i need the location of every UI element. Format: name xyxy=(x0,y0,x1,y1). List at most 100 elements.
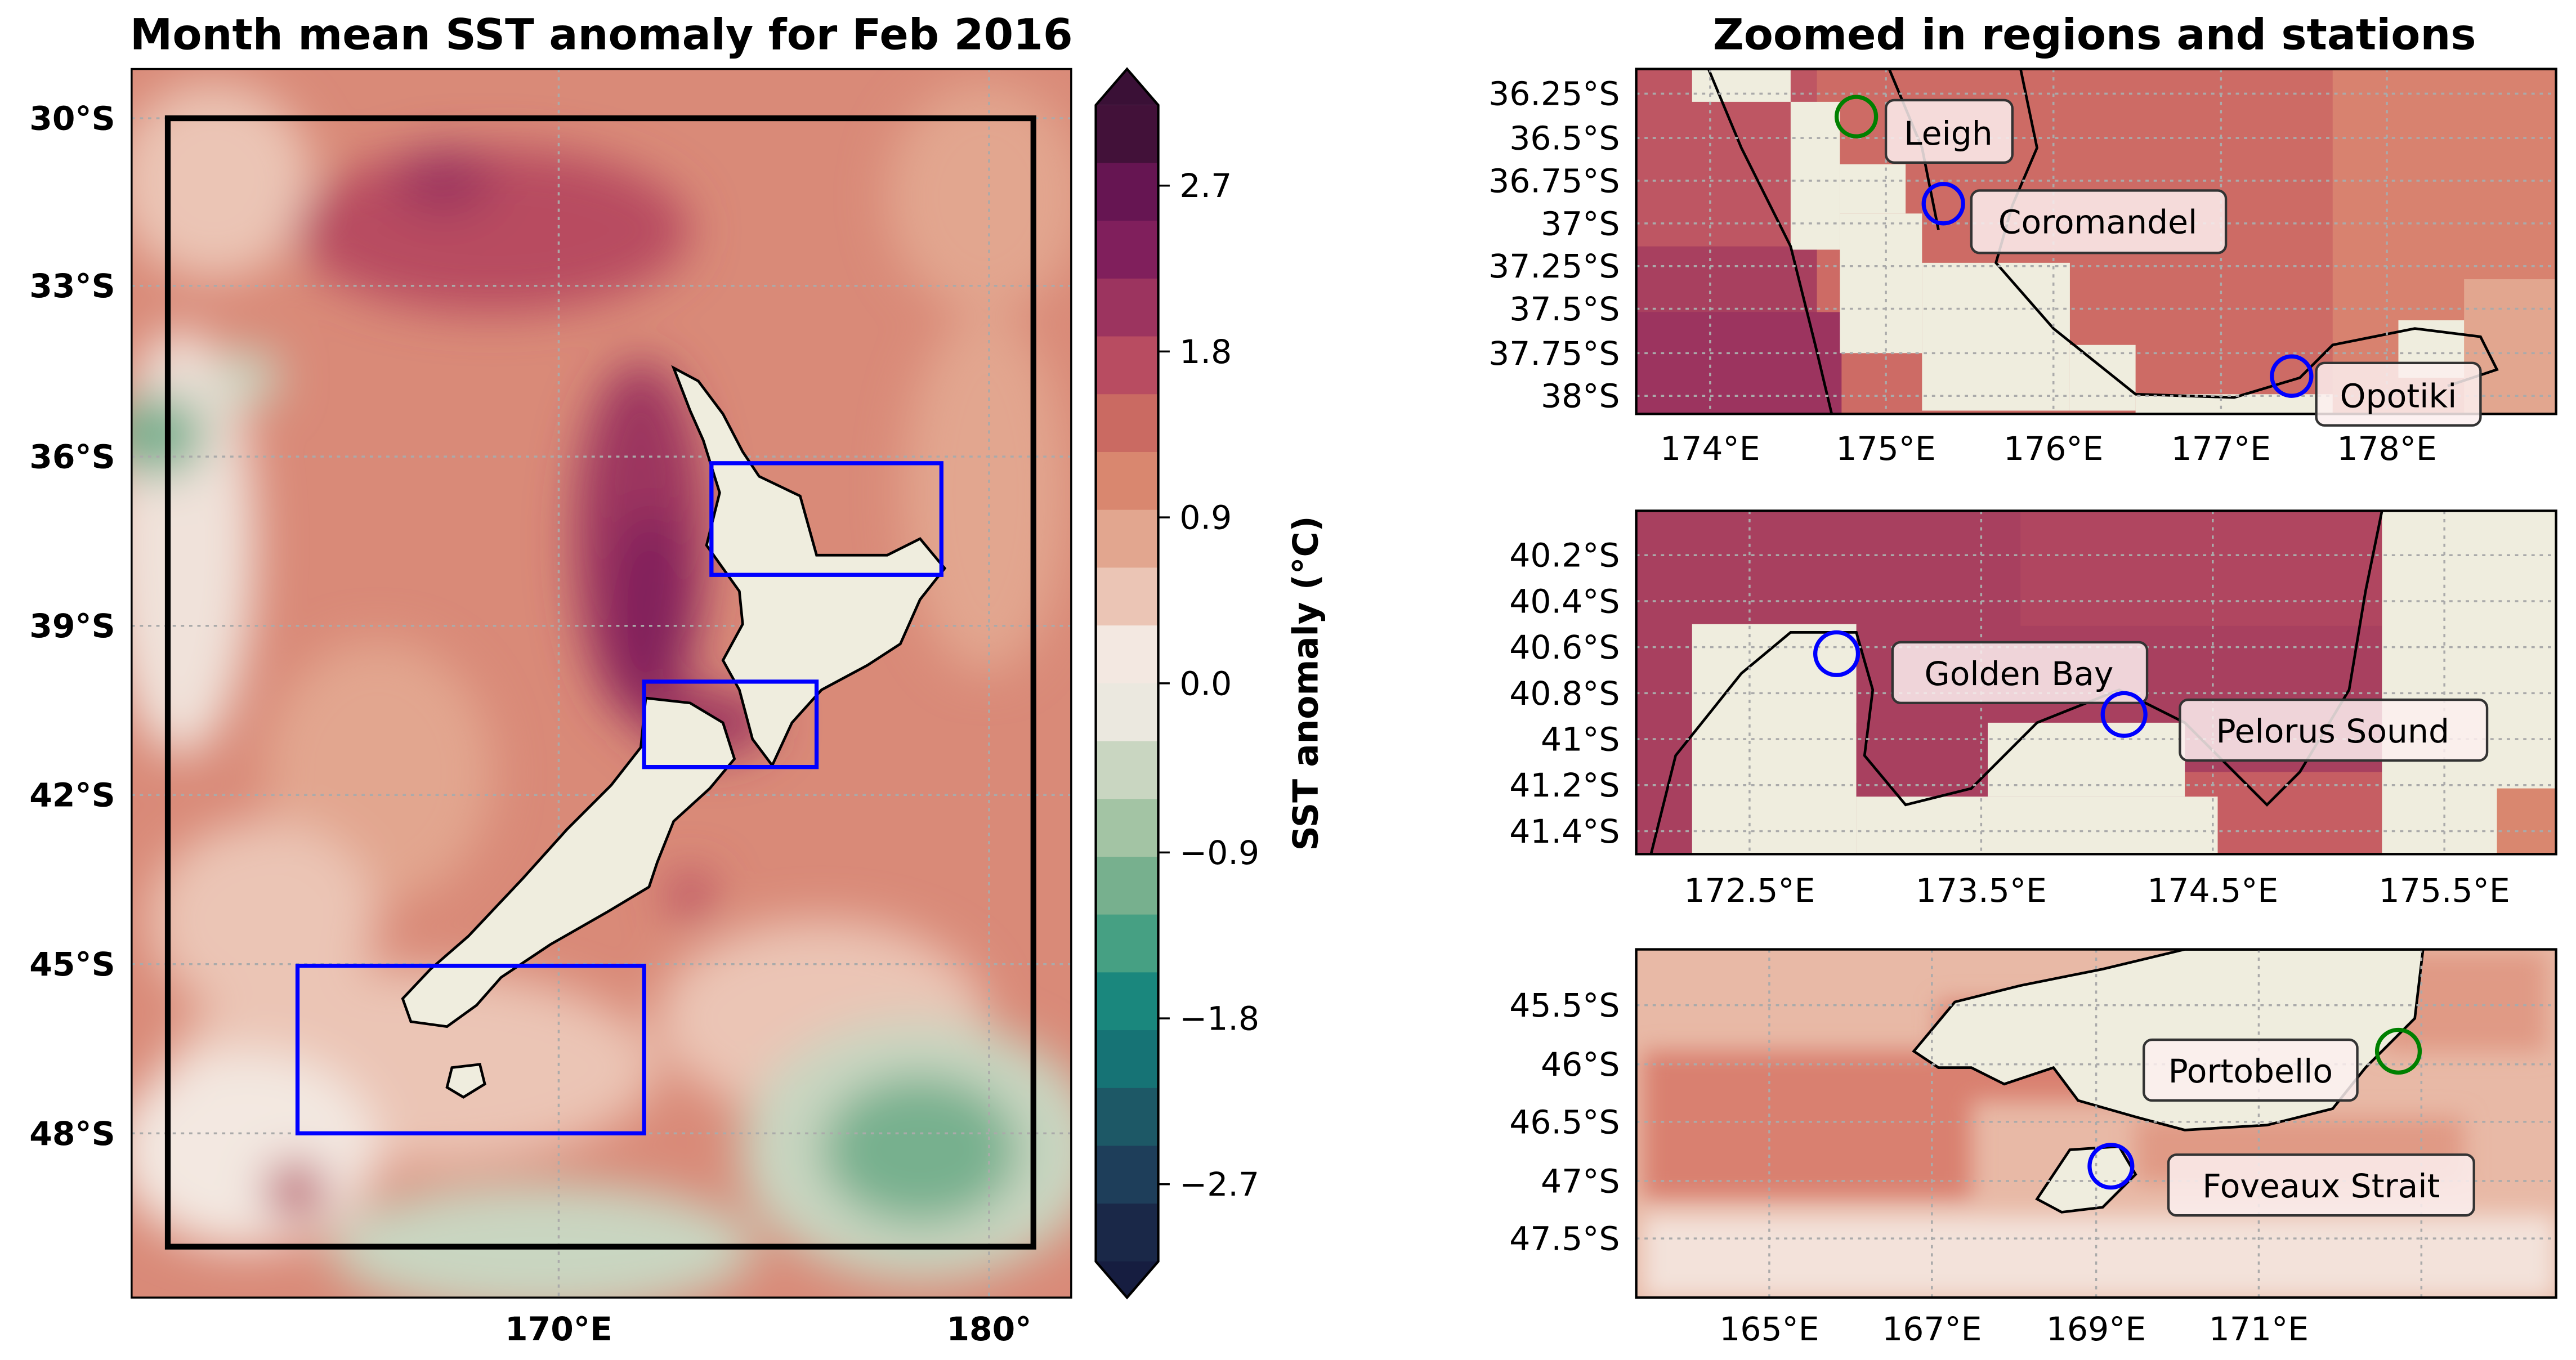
station-label-box xyxy=(1884,99,2014,164)
lat-label: 37°S xyxy=(1541,204,1620,243)
lon-label: 175.5°E xyxy=(2379,871,2510,910)
lon-label: 174°E xyxy=(1660,430,1760,468)
lon-label: 176°E xyxy=(2003,430,2103,468)
lat-label: 45°S xyxy=(29,945,115,983)
lat-label: 46.5°S xyxy=(1509,1103,1620,1141)
colorbar-segment xyxy=(1095,451,1159,511)
panel-cook-strait-lon-labels: 172.5°E 173.5°E 174.5°E 175.5°E xyxy=(1684,871,2510,910)
lon-label: 174.5°E xyxy=(2147,871,2278,910)
region-box-north xyxy=(709,461,943,577)
panel-north-frame xyxy=(1635,68,2557,415)
colorbar-segment xyxy=(1095,741,1159,800)
panel-north-lat-labels: 36.25°S 36.5°S 36.75°S 37°S 37.25°S 37.5… xyxy=(1488,75,1620,415)
lat-label: 41.4°S xyxy=(1509,812,1620,851)
panel-cook-strait-frame xyxy=(1635,509,2557,856)
station-marker-portobello[interactable] xyxy=(2374,1027,2422,1075)
colorbar-ticks: 2.7 1.8 0.9 0.0 −0.9 −1.8 −2.7 xyxy=(1179,167,1259,1204)
lat-label: 40.8°S xyxy=(1509,674,1620,713)
panel-south-lat-labels: 45.5°S 46°S 46.5°S 47°S 47.5°S xyxy=(1509,986,1620,1258)
region-box-south xyxy=(295,964,646,1135)
lat-label: 40.4°S xyxy=(1509,582,1620,620)
lon-label: 167°E xyxy=(1882,1310,1982,1348)
lat-label: 46°S xyxy=(1541,1045,1620,1084)
colorbar-segment xyxy=(1095,1204,1159,1263)
right-title: Zoomed in regions and stations xyxy=(1713,10,2476,60)
colorbar-segment xyxy=(1095,972,1159,1031)
colorbar-segment xyxy=(1095,163,1159,222)
station-label-pelorus-sound: Pelorus Sound xyxy=(2216,712,2450,750)
lat-label: 41°S xyxy=(1541,720,1620,758)
lat-label: 30°S xyxy=(29,100,115,138)
lat-label: 36°S xyxy=(29,438,115,476)
colorbar-segment xyxy=(1095,625,1159,685)
colorbar-segment xyxy=(1095,683,1159,742)
lon-label: 173.5°E xyxy=(1916,871,2047,910)
colorbar-segment xyxy=(1095,509,1159,569)
left-map-title: Month mean SST anomaly for Feb 2016 xyxy=(130,10,1073,60)
colorbar-segment xyxy=(1095,394,1159,453)
colorbar-segment xyxy=(1095,1088,1159,1147)
lon-label: 180° xyxy=(946,1310,1031,1348)
lat-label: 48°S xyxy=(29,1115,115,1153)
lat-label: 40.6°S xyxy=(1509,628,1620,666)
domain-box xyxy=(164,115,1036,1250)
panel-cook-strait-lat-labels: 40.2°S 40.4°S 40.6°S 40.8°S 41°S 41.2°S … xyxy=(1509,536,1620,851)
colorbar xyxy=(1094,67,1170,1300)
lon-label: 171°E xyxy=(2209,1310,2309,1348)
station-label-foveaux-strait: Foveaux Strait xyxy=(2202,1167,2440,1205)
lon-label: 178°E xyxy=(2337,430,2436,468)
station-label-leigh: Leigh xyxy=(1904,114,1993,153)
lat-label: 47°S xyxy=(1541,1162,1620,1200)
station-marker-golden-bay[interactable] xyxy=(1813,630,1861,677)
colorbar-segment xyxy=(1095,1146,1159,1205)
station-label-box xyxy=(1970,189,2228,254)
colorbar-segment xyxy=(1095,278,1159,338)
station-label-coromandel: Coromandel xyxy=(1998,203,2198,241)
panel-south xyxy=(1636,949,2556,1298)
colorbar-tick: 2.7 xyxy=(1179,167,1232,205)
lat-label: 33°S xyxy=(29,267,115,305)
colorbar-tick: −0.9 xyxy=(1179,834,1259,872)
colorbar-extend-top xyxy=(1095,69,1159,105)
station-label-box xyxy=(1891,641,2149,705)
station-marker-opotiki[interactable] xyxy=(2270,354,2314,398)
lat-label: 36.75°S xyxy=(1488,162,1620,200)
lat-label: 38°S xyxy=(1541,377,1620,415)
region-box-cook-strait xyxy=(642,679,819,770)
panel-north-stations: Leigh Coromandel Opotiki xyxy=(1834,95,2482,427)
south-island xyxy=(401,696,736,1028)
station-marker-leigh[interactable] xyxy=(1834,95,1879,138)
lon-label: 169°E xyxy=(2046,1310,2146,1348)
panel-south-frame xyxy=(1635,948,2557,1299)
colorbar-segment xyxy=(1095,221,1159,280)
colorbar-extend-bottom xyxy=(1095,1261,1159,1298)
colorbar-tick: −2.7 xyxy=(1179,1165,1259,1204)
left-map xyxy=(131,69,1071,1298)
colorbar-outline xyxy=(1094,67,1160,1300)
panel-north-lon-labels: 174°E 175°E 176°E 177°E 178°E xyxy=(1660,430,2437,468)
lat-label: 47.5°S xyxy=(1509,1220,1620,1258)
colorbar-tick: 0.0 xyxy=(1179,664,1232,703)
colorbar-segment xyxy=(1095,799,1159,858)
panel-south-stations: Portobello Foveaux Strait xyxy=(2087,1027,2475,1217)
colorbar-segment xyxy=(1095,914,1159,973)
lat-label: 41.2°S xyxy=(1509,766,1620,804)
station-label-box xyxy=(2179,698,2489,762)
lon-label: 175°E xyxy=(1836,430,1935,468)
colorbar-tick: 0.9 xyxy=(1179,499,1232,537)
colorbar-segment xyxy=(1095,1030,1159,1089)
station-label-box xyxy=(2143,1038,2359,1102)
stewart-island xyxy=(445,1063,486,1099)
lat-label: 36.5°S xyxy=(1509,119,1620,158)
lat-label: 36.25°S xyxy=(1488,75,1620,113)
colorbar-segment xyxy=(1095,336,1159,395)
colorbar-label: SST anomaly (°C) xyxy=(1286,516,1326,851)
station-marker-pelorus-sound[interactable] xyxy=(2100,691,2148,738)
lon-label: 172.5°E xyxy=(1684,871,1815,910)
lat-label: 37.5°S xyxy=(1509,290,1620,328)
left-lat-labels: 30°S 33°S 36°S 39°S 42°S 45°S 48°S xyxy=(29,100,115,1153)
lat-label: 40.2°S xyxy=(1509,536,1620,575)
station-marker-foveaux-strait[interactable] xyxy=(2087,1143,2135,1190)
station-marker-coromandel[interactable] xyxy=(1921,182,1965,226)
